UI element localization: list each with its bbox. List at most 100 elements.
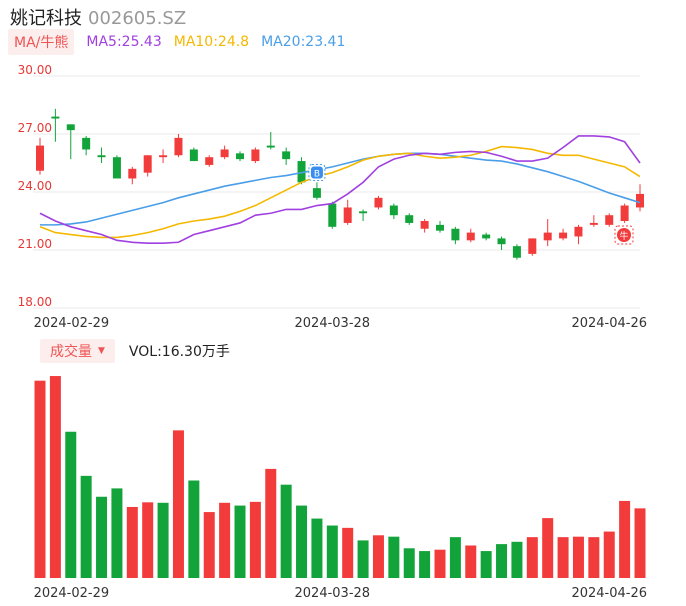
candle-body	[220, 149, 229, 158]
volume-x-ticks: 2024-02-29 2024-03-28 2024-04-26	[34, 586, 647, 601]
candle	[174, 134, 183, 158]
candle	[436, 221, 444, 233]
candle	[389, 203, 398, 220]
candle-body	[589, 222, 598, 225]
candle	[297, 157, 306, 185]
y-tick-label: 27.00	[18, 121, 52, 135]
candle	[343, 199, 352, 225]
volume-bar	[511, 541, 523, 578]
candle	[36, 137, 44, 175]
volume-bar	[449, 537, 461, 578]
volume-bar	[65, 431, 77, 578]
candle-body	[389, 205, 398, 216]
candle	[128, 166, 137, 185]
y-tick-label: 24.00	[18, 179, 52, 193]
signal-markers: B牛	[308, 164, 634, 245]
candle	[482, 232, 491, 241]
volume-value-label: VOL:16.30万手	[128, 344, 230, 360]
candle-body	[143, 155, 152, 173]
candle	[328, 201, 337, 229]
candle	[543, 219, 552, 247]
price-x-ticks: 2024-02-29 2024-03-28 2024-04-26	[34, 316, 647, 331]
candle-body	[343, 207, 352, 223]
buy-marker-body	[310, 166, 323, 179]
volume-bar	[542, 518, 554, 578]
ma20-line	[40, 152, 641, 226]
candle	[374, 195, 383, 210]
candle-body	[312, 188, 321, 198]
candle	[159, 149, 168, 163]
candle	[405, 213, 414, 225]
volume-bar	[403, 548, 415, 578]
candle-body	[620, 205, 629, 221]
candle-body	[82, 137, 91, 150]
candle-body	[159, 155, 168, 158]
volume-bar	[219, 502, 231, 578]
candle-body	[636, 193, 644, 208]
x-tick-label: 2024-04-26	[571, 586, 647, 601]
candle-body	[297, 161, 306, 183]
candle-body	[605, 215, 614, 225]
candle-body	[205, 157, 214, 165]
candle	[636, 184, 644, 212]
candle-body	[451, 228, 460, 241]
candle-body	[36, 145, 44, 171]
volume-bar	[265, 468, 277, 578]
volume-bar	[311, 518, 323, 578]
moving-average-lines	[39, 135, 641, 245]
candle-body	[174, 137, 183, 156]
stock-name: 姚记科技	[10, 8, 82, 29]
stock-code: 002605.SZ	[88, 8, 187, 29]
candle-body	[466, 232, 475, 241]
candle	[559, 228, 568, 241]
candle	[420, 219, 429, 233]
volume-bar	[342, 527, 354, 578]
volume-bar	[619, 500, 631, 578]
volume-bar	[172, 430, 184, 578]
candle-body	[405, 215, 414, 223]
x-tick-label: 2024-03-28	[295, 316, 371, 331]
ma20-label: MA20:23.41	[261, 34, 346, 50]
candle-body	[574, 226, 583, 237]
candle	[528, 238, 537, 256]
candle	[205, 155, 214, 167]
candle	[282, 147, 291, 165]
volume-bar	[496, 544, 508, 578]
candle	[236, 151, 244, 162]
x-tick-label: 2024-02-29	[34, 316, 110, 331]
volume-bar	[126, 506, 138, 578]
candle-body	[374, 197, 383, 208]
candle	[497, 236, 506, 250]
ma10-line	[39, 145, 641, 239]
ma10-label: MA10:24.8	[173, 34, 250, 50]
volume-selector-button[interactable]: 成交量 ▼	[40, 339, 115, 363]
volume-bar	[557, 537, 569, 578]
candle	[574, 224, 583, 245]
candle-body	[436, 224, 444, 231]
volume-bar	[388, 536, 400, 578]
candle	[97, 147, 106, 163]
candle	[82, 135, 91, 156]
volume-bar	[249, 501, 261, 578]
ma5-line	[39, 135, 641, 245]
candle-body	[112, 157, 121, 179]
candle-body	[543, 232, 552, 241]
volume-bar	[480, 551, 492, 578]
indicator-selector-button[interactable]: MA/牛熊	[8, 29, 75, 55]
candle	[605, 213, 614, 227]
volume-bar	[49, 376, 61, 578]
volume-bar	[603, 531, 615, 578]
volume-bar	[111, 488, 123, 578]
candle	[266, 132, 275, 150]
candle	[66, 124, 75, 160]
volume-bar	[465, 545, 477, 578]
candle-body	[97, 155, 106, 158]
volume-bar	[419, 551, 431, 578]
y-tick-label: 18.00	[18, 295, 52, 309]
candle	[589, 215, 598, 227]
candle	[312, 182, 321, 200]
y-tick-label: 21.00	[18, 237, 52, 251]
volume-bar	[357, 540, 369, 578]
candle	[251, 147, 260, 163]
